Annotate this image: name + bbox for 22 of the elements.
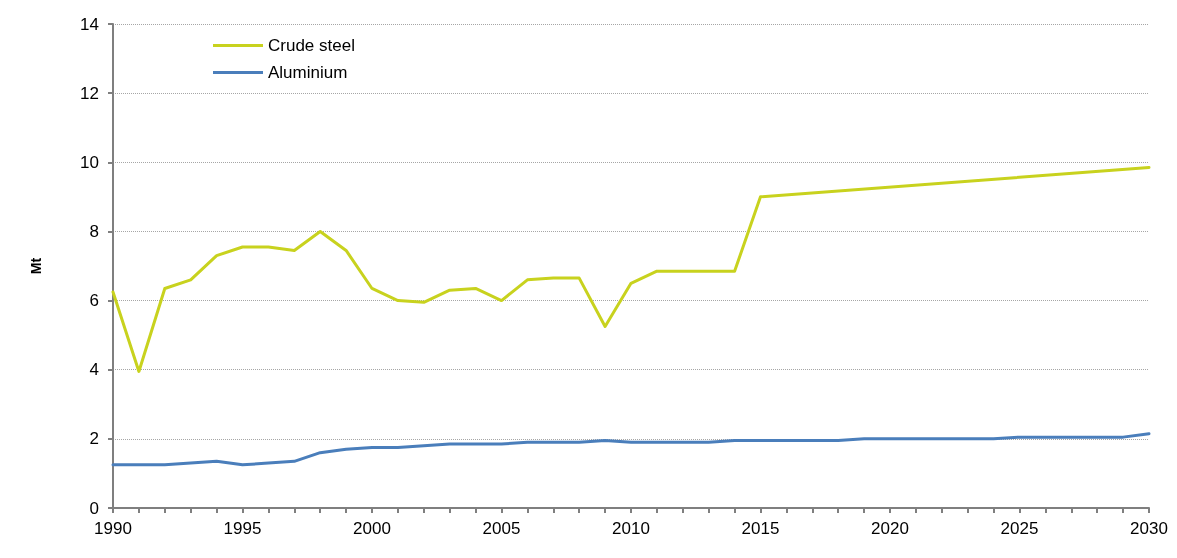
x-tick-label: 2005 bbox=[482, 519, 521, 538]
x-tick-label: 2010 bbox=[612, 519, 650, 538]
y-tick-label: 8 bbox=[89, 221, 99, 241]
x-tick-label: 2030 bbox=[1130, 519, 1168, 538]
legend-label: Aluminium bbox=[268, 63, 348, 82]
x-tick-label: 2025 bbox=[1000, 519, 1039, 538]
x-tick-label: 2000 bbox=[353, 519, 391, 538]
y-tick-label: 4 bbox=[89, 360, 99, 380]
x-tick-label: 2015 bbox=[741, 519, 780, 538]
y-tick-label: 10 bbox=[80, 152, 99, 172]
y-tick-label: 12 bbox=[80, 83, 99, 103]
y-axis-title: Mt bbox=[28, 257, 44, 275]
line-series bbox=[111, 432, 1151, 467]
x-tick-label: 1995 bbox=[223, 519, 262, 538]
y-tick-label: 6 bbox=[89, 291, 99, 311]
line-series bbox=[111, 165, 1151, 373]
y-tick-label: 0 bbox=[89, 498, 99, 518]
legend-label: Crude steel bbox=[268, 36, 355, 55]
y-tick-label: 14 bbox=[80, 14, 99, 34]
x-tick-label: 1990 bbox=[94, 519, 132, 538]
x-tick-label: 2020 bbox=[871, 519, 909, 538]
y-tick-label: 2 bbox=[89, 429, 99, 449]
